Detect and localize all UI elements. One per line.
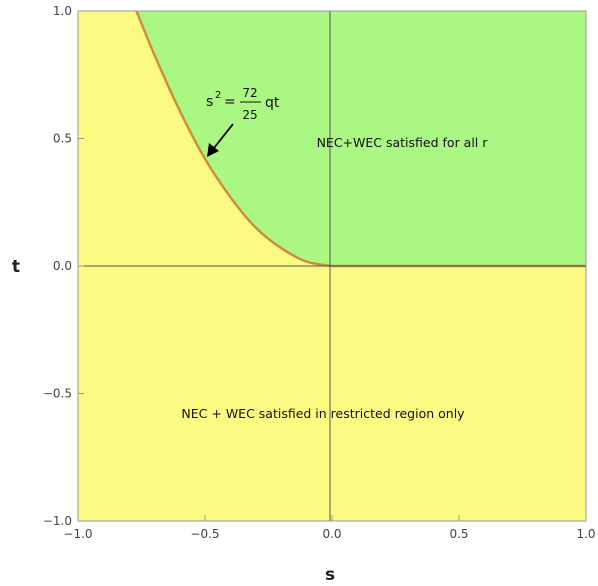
- formula-numerator: 72: [242, 86, 257, 100]
- curve-formula-label: s 2 = 72 25 qt: [206, 86, 280, 122]
- y-axis-title: t: [12, 257, 20, 277]
- y-tick-label: 0.0: [53, 259, 72, 273]
- formula-lhs-exponent: 2: [215, 90, 221, 101]
- formula-rhs: qt: [265, 95, 280, 111]
- arrow-shaft: [213, 123, 234, 149]
- x-tick-label: −1.0: [63, 527, 92, 541]
- x-axis-ticks: −1.0 −0.5 0.0 0.5 1.0: [63, 515, 596, 541]
- boundary-curve: [135, 10, 586, 268]
- all-r-region-area: [136, 11, 587, 266]
- formula-denominator: 25: [242, 108, 257, 122]
- x-axis-title: s: [325, 565, 335, 585]
- restricted-region-label: NEC + WEC satisfied in restricted region…: [181, 406, 465, 421]
- y-tick-label: 1.0: [53, 4, 72, 18]
- curve-pointer-arrow: [207, 123, 234, 157]
- y-tick-label: −0.5: [43, 387, 72, 401]
- x-tick-label: 0.5: [449, 527, 468, 541]
- formula-lhs-base: s: [206, 94, 213, 110]
- y-tick-label: 0.5: [53, 132, 72, 146]
- x-tick-label: 0.0: [322, 527, 341, 541]
- x-tick-label: 1.0: [576, 527, 595, 541]
- y-tick-label: −1.0: [43, 514, 72, 528]
- arrow-head: [207, 143, 219, 157]
- y-axis-ticks: 1.0 0.5 0.0 −0.5 −1.0: [43, 4, 84, 528]
- all-r-region-label: NEC+WEC satisfied for all r: [317, 135, 489, 150]
- x-tick-label: −0.5: [190, 527, 219, 541]
- formula-equals: =: [224, 94, 236, 110]
